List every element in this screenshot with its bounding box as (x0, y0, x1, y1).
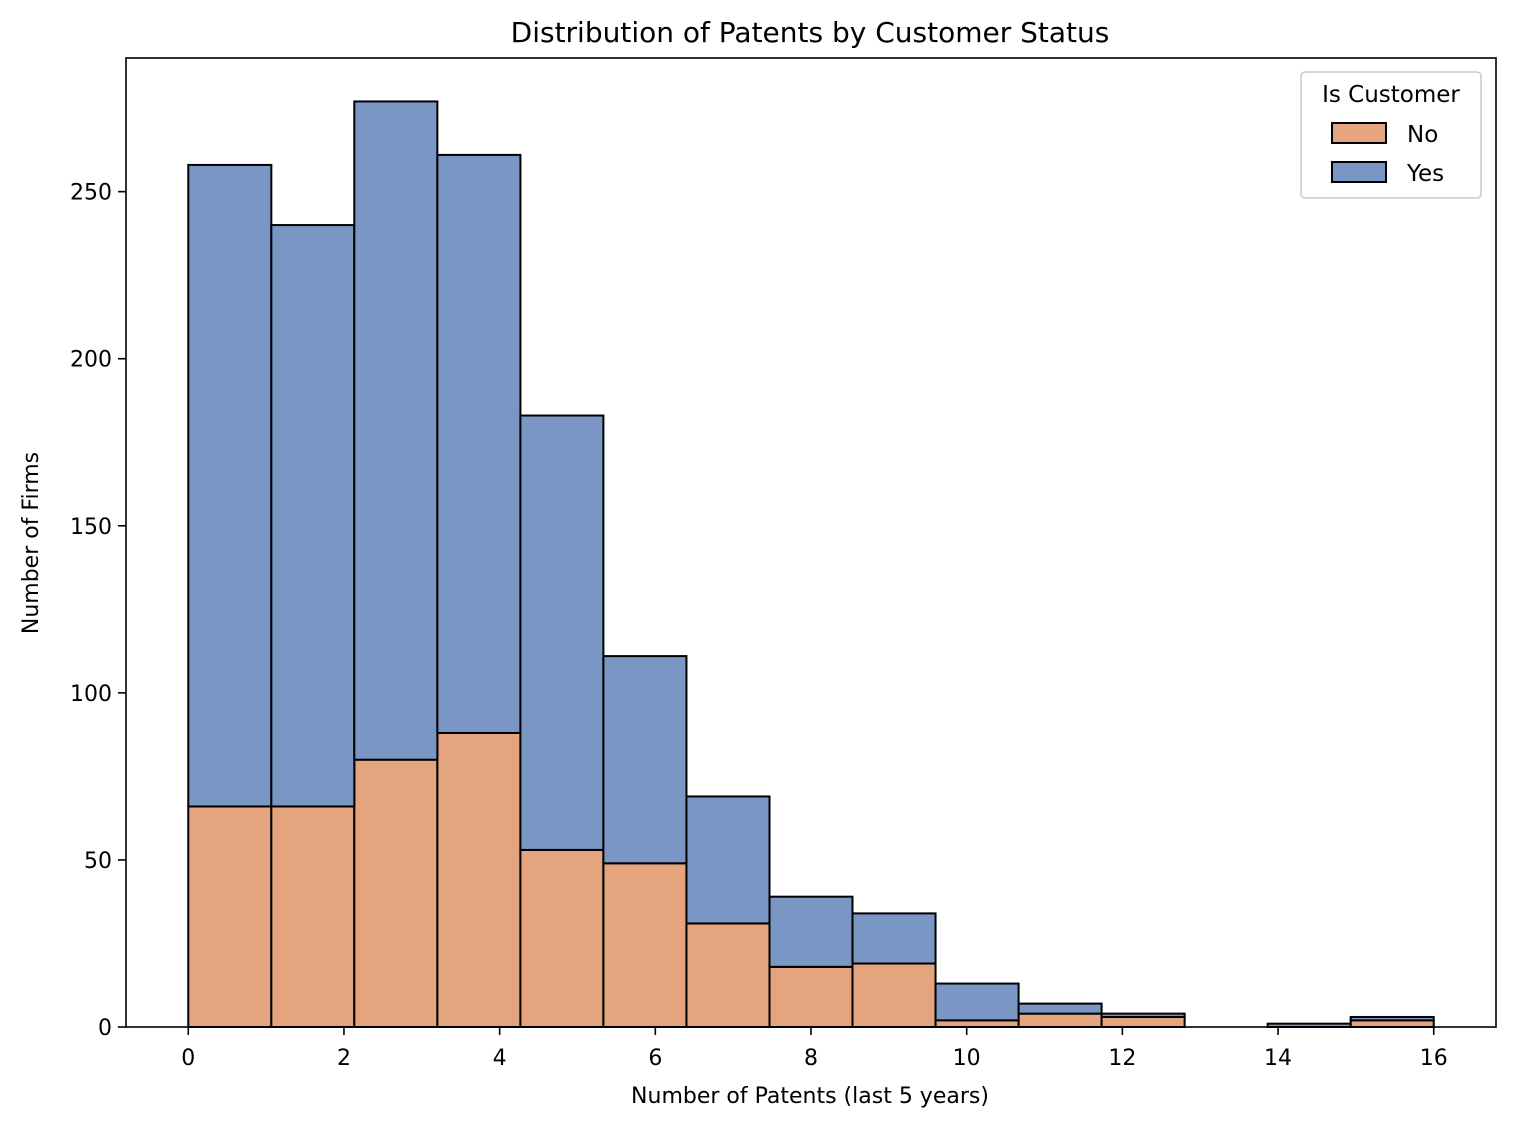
bar-yes-bin-9 (936, 984, 1019, 1021)
bar-yes-bin-3 (437, 155, 520, 733)
bar-no-bin-3 (437, 733, 520, 1027)
x-tick-label: 2 (337, 1046, 351, 1071)
y-tick-label: 50 (84, 849, 112, 874)
x-tick-label: 6 (648, 1046, 662, 1071)
x-axis-ticks: 0 2 4 6 8 10 12 14 16 (181, 1027, 1447, 1071)
legend: Is Customer No Yes (1301, 72, 1481, 198)
y-tick-label: 0 (98, 1016, 112, 1041)
bar-no-bin-2 (354, 760, 437, 1027)
legend-swatch-no (1332, 123, 1386, 143)
bar-yes-bin-1 (271, 225, 354, 806)
y-tick-label: 100 (70, 682, 112, 707)
legend-title: Is Customer (1322, 82, 1460, 108)
bar-yes-bin-14 (1351, 1017, 1434, 1020)
y-axis-label: Number of Firms (19, 452, 44, 634)
chart-title: Distribution of Patents by Customer Stat… (511, 16, 1110, 49)
bar-yes-bin-5 (603, 656, 686, 863)
bar-no-bin-9 (936, 1020, 1019, 1027)
x-tick-label: 14 (1264, 1046, 1292, 1071)
legend-label-yes: Yes (1406, 161, 1444, 187)
bar-no-bin-11 (1102, 1017, 1185, 1027)
x-tick-label: 10 (953, 1046, 981, 1071)
bar-yes-bin-10 (1019, 1004, 1102, 1014)
bar-yes-bin-7 (770, 897, 853, 967)
legend-swatch-yes (1332, 162, 1386, 182)
legend-label-no: No (1407, 122, 1438, 148)
bar-yes-bin-2 (354, 101, 437, 759)
y-tick-label: 200 (70, 348, 112, 373)
y-axis-ticks: 0 50 100 150 200 250 (70, 181, 126, 1041)
x-tick-label: 8 (804, 1046, 818, 1071)
bar-no-bin-14 (1351, 1020, 1434, 1027)
bar-yes-bin-4 (520, 416, 603, 850)
bars-layer (188, 101, 1433, 1027)
bar-no-bin-0 (188, 806, 271, 1027)
y-tick-label: 250 (70, 181, 112, 206)
x-axis-label: Number of Patents (last 5 years) (631, 1084, 989, 1109)
bar-no-bin-4 (520, 850, 603, 1027)
bar-no-bin-10 (1019, 1014, 1102, 1027)
bar-no-bin-7 (770, 967, 853, 1027)
bar-no-bin-6 (686, 923, 769, 1027)
x-tick-label: 12 (1108, 1046, 1136, 1071)
x-tick-label: 16 (1420, 1046, 1448, 1071)
bar-no-bin-1 (271, 806, 354, 1027)
x-tick-label: 4 (493, 1046, 507, 1071)
bar-yes-bin-8 (852, 913, 935, 963)
bar-no-bin-8 (852, 964, 935, 1027)
bar-yes-bin-11 (1102, 1014, 1185, 1017)
bar-yes-bin-0 (188, 165, 271, 807)
bar-no-bin-5 (603, 863, 686, 1027)
x-tick-label: 0 (181, 1046, 195, 1071)
y-tick-label: 150 (70, 515, 112, 540)
bar-yes-bin-6 (686, 796, 769, 923)
